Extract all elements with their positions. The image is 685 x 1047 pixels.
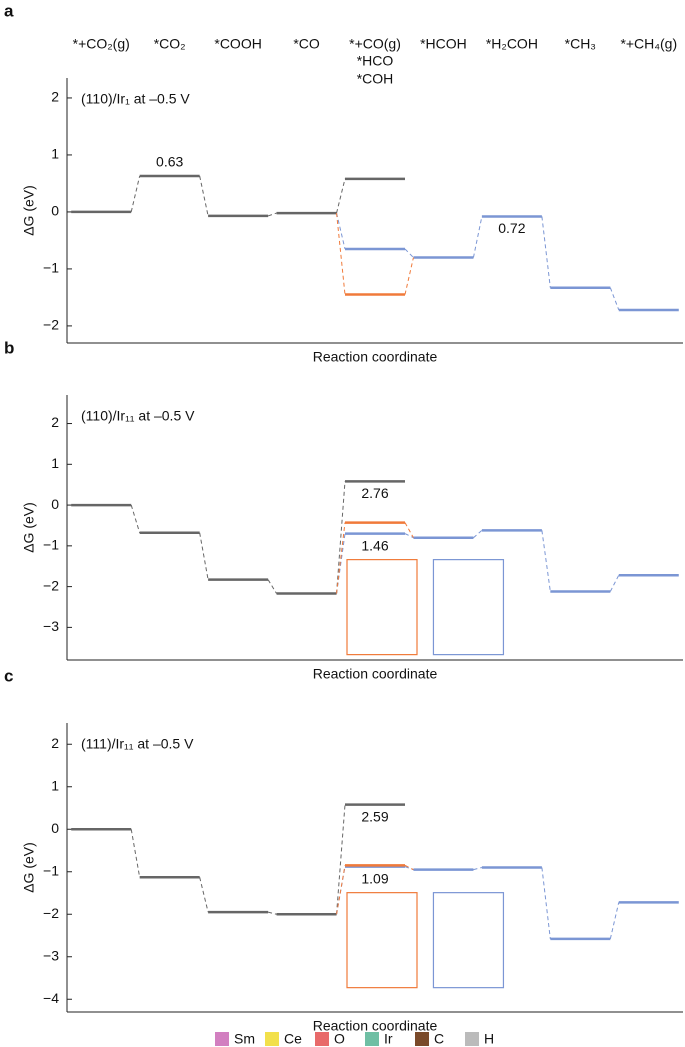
connector — [267, 579, 277, 594]
y-tick-label: −1 — [43, 260, 59, 276]
connector — [336, 213, 346, 295]
y-axis-label: ΔG (eV) — [21, 842, 37, 893]
legend-swatch — [365, 1032, 379, 1046]
connector — [404, 257, 414, 295]
connector — [267, 911, 277, 915]
y-tick-label: −4 — [43, 990, 59, 1006]
y-axis-label: ΔG (eV) — [21, 185, 37, 236]
inset-frame — [346, 892, 418, 989]
legend-label: C — [434, 1031, 444, 1047]
x-axis-label: Reaction coordinate — [313, 349, 438, 365]
connector — [130, 829, 141, 878]
connector — [609, 902, 620, 940]
x-axis-label: Reaction coordinate — [313, 666, 438, 682]
legend-swatch — [465, 1032, 479, 1046]
connector — [541, 530, 551, 592]
barrier-label: 1.46 — [361, 537, 388, 553]
panel-label: c — [4, 666, 13, 685]
panel-annotation: (110)/Ir₁ at –0.5 V — [81, 91, 190, 107]
y-tick-label: 1 — [51, 777, 59, 793]
connector — [541, 216, 551, 288]
x-axis-label: Reaction coordinate — [313, 1018, 438, 1034]
inset-frame — [432, 559, 505, 656]
panel-annotation: (110)/Ir₁₁ at –0.5 V — [81, 408, 195, 424]
y-tick-label: 0 — [51, 820, 59, 836]
y-tick-label: 0 — [51, 203, 59, 219]
connector — [130, 175, 141, 213]
barrier-label: 1.09 — [361, 870, 388, 886]
y-tick-label: 0 — [51, 496, 59, 512]
connector — [404, 533, 414, 539]
y-tick-label: −2 — [43, 317, 59, 333]
connector — [336, 178, 346, 214]
y-tick-label: −1 — [43, 537, 59, 553]
connector — [336, 865, 346, 915]
barrier-label: 2.76 — [361, 485, 388, 501]
category-label: *HCOH — [420, 36, 467, 52]
connector — [473, 867, 483, 871]
connector — [609, 287, 620, 311]
connector — [609, 574, 620, 592]
barrier-label: 0.72 — [498, 220, 525, 236]
connector — [336, 481, 346, 594]
category-label: *+CO₂(g) — [73, 36, 130, 52]
legend-label: Ce — [284, 1031, 302, 1047]
category-label: *CO — [293, 36, 320, 52]
connector — [336, 212, 346, 250]
branch-label: *HCO — [357, 53, 394, 69]
connector — [336, 522, 346, 594]
category-label: *+CH₄(g) — [620, 36, 677, 52]
y-tick-label: −2 — [43, 905, 59, 921]
y-tick-label: 2 — [51, 414, 59, 430]
y-tick-label: 1 — [51, 455, 59, 471]
panel-label: b — [4, 338, 14, 357]
connector — [199, 877, 209, 913]
legend-label: O — [334, 1031, 345, 1047]
y-tick-label: −3 — [43, 618, 59, 634]
legend-swatch — [315, 1032, 329, 1046]
connector — [404, 864, 414, 871]
category-label: *H₂COH — [486, 36, 538, 52]
connector — [199, 175, 209, 217]
legend-swatch — [215, 1032, 229, 1046]
connector — [404, 248, 414, 258]
y-axis-label: ΔG (eV) — [21, 502, 37, 553]
panel-label: a — [4, 1, 14, 20]
y-tick-label: −1 — [43, 862, 59, 878]
legend-label: H — [484, 1031, 494, 1047]
category-label: *CH₃ — [565, 36, 596, 52]
legend-swatch — [415, 1032, 429, 1046]
y-tick-label: 2 — [51, 89, 59, 105]
y-tick-label: −2 — [43, 577, 59, 593]
connector — [472, 216, 483, 258]
category-label: *COOH — [214, 36, 261, 52]
y-tick-label: 2 — [51, 735, 59, 751]
inset-frame — [432, 892, 505, 989]
connector — [473, 529, 483, 539]
legend-label: Ir — [384, 1031, 393, 1047]
connector — [541, 867, 551, 939]
barrier-label: 2.59 — [361, 808, 388, 824]
connector — [267, 212, 277, 217]
y-tick-label: 1 — [51, 146, 59, 162]
branch-label: *COH — [357, 71, 394, 87]
panel-annotation: (111)/Ir₁₁ at –0.5 V — [81, 736, 194, 752]
legend-label: Sm — [234, 1031, 255, 1047]
y-tick-label: −3 — [43, 947, 59, 963]
connector — [404, 522, 414, 538]
connector — [130, 504, 141, 533]
legend-swatch — [265, 1032, 279, 1046]
category-label: *+CO(g) — [349, 36, 401, 52]
category-label: *CO₂ — [154, 36, 186, 52]
inset-frame — [346, 559, 418, 656]
connector — [199, 532, 209, 580]
connector — [336, 804, 346, 915]
barrier-label: 0.63 — [156, 154, 183, 170]
